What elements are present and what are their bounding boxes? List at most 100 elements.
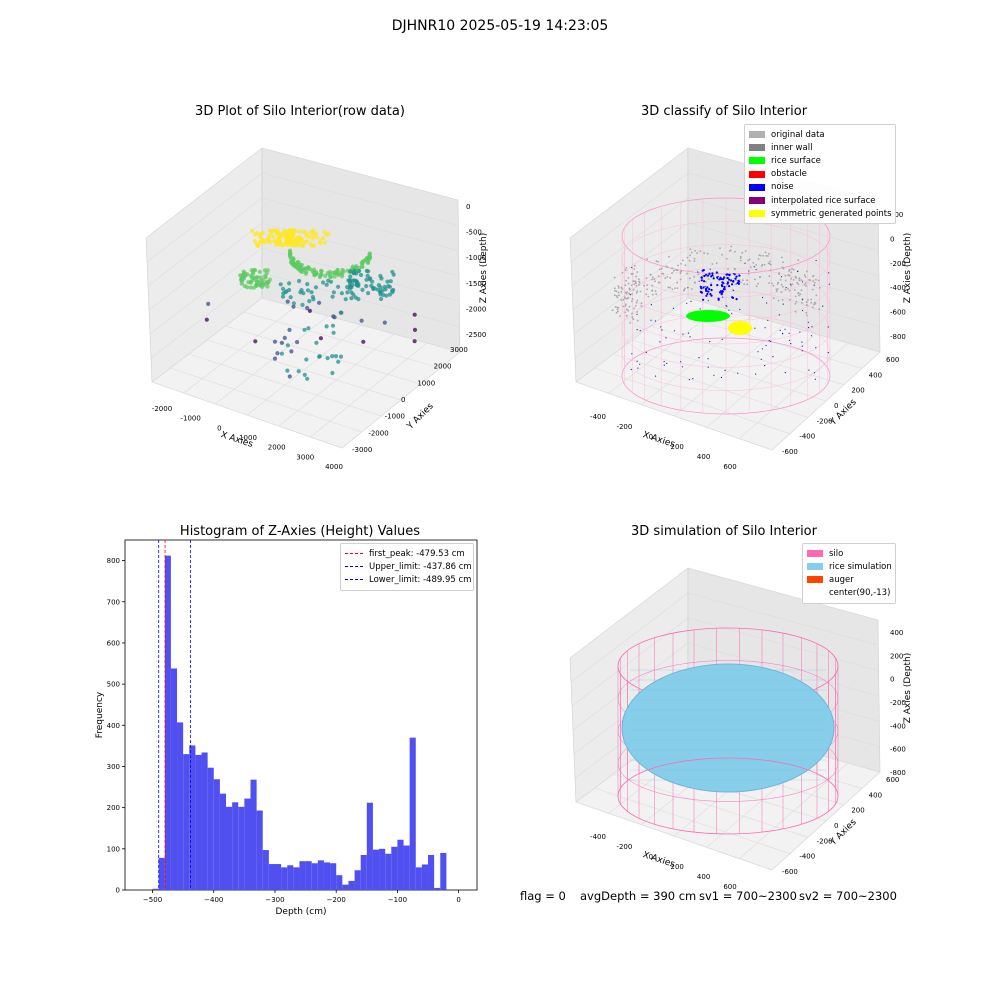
histogram-bar — [415, 867, 422, 890]
plot2-x-tick: -400 — [590, 413, 606, 421]
plot2-noise-point — [705, 289, 708, 292]
plot2-wall-point — [660, 267, 663, 270]
plot1-point — [331, 290, 336, 295]
histogram-y-tick: 600 — [107, 639, 120, 647]
plot2-noise-point — [629, 294, 631, 296]
plot2-grid — [573, 247, 689, 335]
plot2-wall-point — [654, 290, 657, 292]
plot2-wall-point — [643, 284, 645, 287]
plot2-wall-point — [640, 305, 643, 307]
plot2-noise-point — [760, 358, 762, 360]
histogram-y-tick: 800 — [107, 557, 120, 565]
plot2-x-label: X Axies — [641, 430, 676, 450]
legend-label: center(90,-13) — [829, 588, 891, 599]
plot4-legend: silo rice simulation auger center(90,-13) — [802, 543, 896, 604]
plot2-noise-point — [739, 308, 741, 311]
plot1-point — [307, 234, 312, 239]
plot2-noise-point — [709, 268, 711, 270]
plot2-wall-point — [623, 296, 626, 299]
plot2-noise-point — [764, 365, 766, 367]
plot2-noise-point — [724, 369, 726, 372]
histogram-x-tick: −500 — [143, 896, 162, 904]
plot2-wall-point — [777, 299, 780, 302]
plot2-wall-point — [625, 279, 627, 282]
plot2-wall-point — [725, 285, 728, 287]
plot2-grid — [570, 172, 689, 263]
plot2-wall-point — [755, 285, 758, 288]
histogram-bar — [323, 862, 331, 890]
plot2-wall-point — [798, 277, 801, 280]
plot2-noise-point — [707, 358, 709, 360]
plot2-wall-point — [647, 295, 650, 298]
plot2-noise-point — [725, 305, 727, 307]
plot2-wall-point — [757, 258, 760, 260]
plot1-point — [364, 277, 369, 282]
plot4-grid — [687, 592, 879, 646]
histogram-bar — [336, 875, 343, 890]
plot4-grid — [687, 617, 879, 671]
plot4-x-tick: 0 — [649, 853, 653, 861]
plot2-wall-point — [729, 249, 732, 252]
plot2-grid — [687, 222, 880, 277]
plot1-point — [331, 330, 336, 335]
plot1-point — [376, 283, 381, 288]
plot1-point — [365, 259, 370, 265]
avg-depth-text: avgDepth = 390 cm — [580, 889, 697, 903]
plot1-point — [326, 231, 331, 236]
plot1-grid — [149, 247, 263, 335]
plot2-wall-point — [630, 284, 633, 287]
plot2-wall-point — [799, 293, 802, 296]
plot4-x-tick: 200 — [671, 863, 684, 871]
plot2-noise-point — [660, 326, 662, 328]
plot1-point — [387, 292, 392, 297]
plot2-wall-point — [653, 278, 656, 280]
plot1-y-tick: 3000 — [450, 346, 468, 354]
plot4-grid — [687, 642, 880, 697]
plot1-point — [263, 275, 268, 280]
plot2-legend-item: rice surface — [749, 154, 891, 167]
plot2-wall-point — [747, 272, 750, 275]
plot2-noise-point — [713, 374, 715, 376]
plot2-noise-point — [737, 280, 741, 283]
plot2-wall-point — [689, 248, 692, 251]
plot4-rice-surface — [621, 663, 835, 793]
plot2-wall-point — [632, 318, 635, 321]
plot4-z-tick: -600 — [890, 746, 906, 754]
plot2-noise-point — [738, 283, 740, 285]
plot1-point — [248, 285, 253, 290]
plot2-wall-point — [699, 250, 702, 253]
plot2-wall-point — [803, 274, 806, 276]
plot4-grid — [687, 567, 879, 621]
plot4-x-tick: -400 — [590, 833, 606, 841]
plot2-noise-point — [672, 307, 674, 309]
plot2-wall-point — [617, 310, 619, 313]
histogram-bar — [238, 806, 245, 890]
plot2-wall-point — [638, 278, 640, 280]
plot2-noise-point — [711, 272, 714, 275]
plot2-wall-point — [798, 279, 801, 282]
plot2-wall-point — [800, 289, 803, 292]
plot2-wall-point — [792, 268, 795, 271]
plot1-grid — [341, 351, 461, 449]
plot2-wall-point — [651, 289, 654, 292]
plot1-y-tick: -3000 — [352, 446, 372, 454]
plot2-wall-point — [615, 290, 618, 293]
plot2-wall-point — [707, 278, 710, 280]
plot2-wall-point — [655, 293, 658, 296]
plot2-noise-point — [719, 290, 722, 293]
plot2-wall-point — [806, 314, 808, 317]
plot2-wall-point — [771, 282, 773, 285]
plot4-y-tick: 200 — [851, 807, 864, 815]
plot1-point — [322, 240, 327, 245]
plot2-noise-point — [778, 314, 780, 316]
plot2-noise-point — [710, 275, 713, 278]
histogram-bar — [244, 798, 251, 890]
plot2-noise-point — [748, 270, 750, 272]
plot1-point — [382, 320, 387, 325]
histogram-y-tick: 0 — [116, 887, 120, 895]
plot2-wall-point — [798, 294, 800, 297]
plot2-wall-point — [690, 251, 693, 254]
plot1-grid — [261, 172, 459, 226]
plot4-y-tick: -400 — [799, 853, 815, 861]
plot4-title: 3D simulation of Silo Interior — [631, 524, 817, 539]
